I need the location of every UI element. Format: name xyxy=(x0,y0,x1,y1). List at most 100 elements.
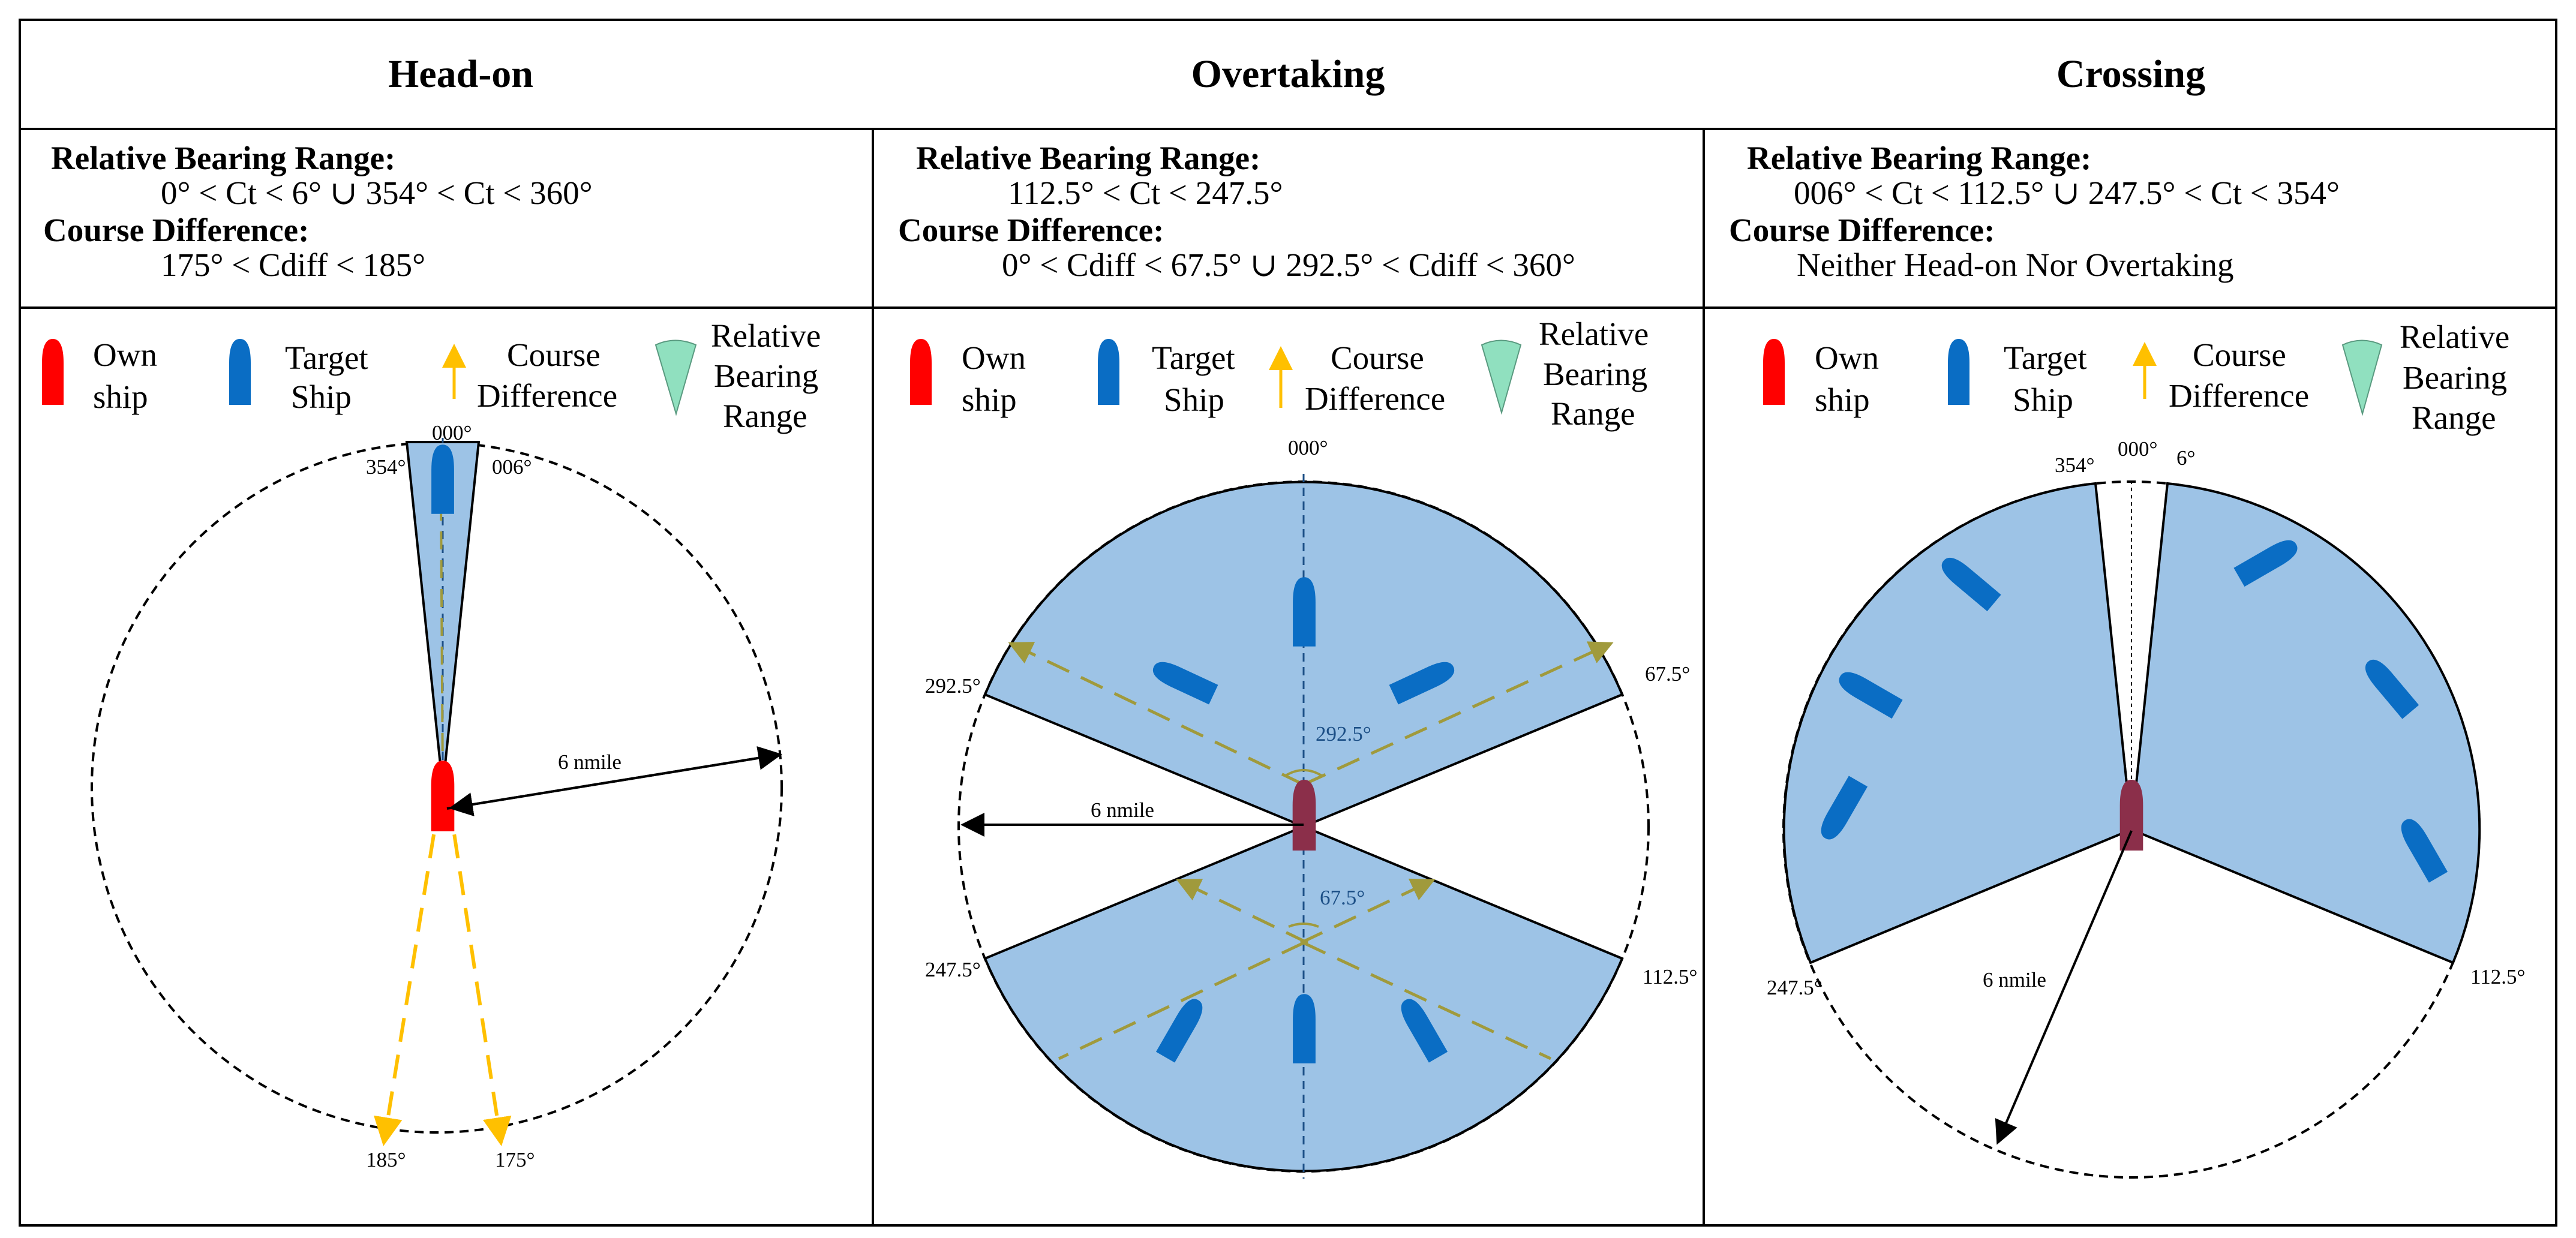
legend-course-line2: Difference xyxy=(477,377,617,414)
legend-target-line1: Target xyxy=(1152,339,1235,376)
tick-1125: 112.5° xyxy=(1643,965,1697,988)
legend-range-line3: Range xyxy=(723,398,807,434)
bearing-sector-right xyxy=(2130,482,2481,964)
legend-target-line2: Ship xyxy=(1164,381,1224,418)
legend-target-line2: Ship xyxy=(2013,381,2073,418)
legend-crossing: Own ship Target Ship Course Difference R… xyxy=(1763,318,2509,436)
target-ship-icon xyxy=(1948,339,1969,405)
legend-head-on: Own ship Target Ship Course Difference R… xyxy=(42,317,821,434)
course-label-head-on: Course Difference: xyxy=(43,212,309,248)
panel-title-overtaking: Overtaking xyxy=(1191,52,1385,96)
legend-target-line2: Ship xyxy=(291,378,352,415)
tick-000: 000° xyxy=(432,421,472,444)
legend-range-line3: Range xyxy=(2412,399,2496,436)
tick-006: 006° xyxy=(492,455,532,479)
radius-label: 6 nmile xyxy=(1983,968,2046,991)
legend-range-line2: Bearing xyxy=(1543,356,1647,392)
legend-range-line2: Bearing xyxy=(2403,359,2507,396)
target-ship-icon xyxy=(229,339,251,405)
legend-own-line1: Own xyxy=(962,339,1026,376)
bearing-range-triangle-icon xyxy=(654,339,697,416)
tick-1125: 112.5° xyxy=(2470,965,2525,988)
legend-own-line2: ship xyxy=(1815,381,1870,418)
bearing-sector-left xyxy=(1782,482,2133,964)
angle-arc-675 xyxy=(1288,923,1319,928)
bearing-value-head-on: 0° < Ct < 6° ∪ 354° < Ct < 360° xyxy=(161,175,593,211)
legend-own-line1: Own xyxy=(93,336,157,373)
tick-2475: 247.5° xyxy=(1767,976,1823,999)
legend-own-line1: Own xyxy=(1815,339,1879,376)
overtaking-diagram: 292.5° 67.5° 6 nmile 000° 292.5° 67.5° 2… xyxy=(925,436,1697,1179)
angle-label-2925: 292.5° xyxy=(1316,722,1371,746)
legend-range-line1: Relative xyxy=(711,317,821,354)
legend-target-line1: Target xyxy=(285,339,368,376)
bearing-range-triangle-icon xyxy=(2341,339,2383,416)
legend-own-line2: ship xyxy=(962,381,1017,418)
tick-675: 67.5° xyxy=(1645,662,1690,686)
legend-overtaking: Own ship Target Ship Course Difference R… xyxy=(910,315,1649,432)
legend-range-line1: Relative xyxy=(1539,315,1649,352)
course-line-tail-right xyxy=(1302,941,1552,1060)
radius-label: 6 nmile xyxy=(1091,798,1154,822)
legend-range-line3: Range xyxy=(1551,395,1635,432)
legend-course-line1: Course xyxy=(1331,339,1424,376)
course-value-crossing: Neither Head-on Nor Overtaking xyxy=(1797,247,2233,283)
legend-range-line1: Relative xyxy=(2400,318,2509,355)
course-value-head-on: 175° < Cdiff < 185° xyxy=(161,247,425,283)
legend-own-line2: ship xyxy=(93,378,148,415)
radius-arrow-back xyxy=(449,753,780,816)
radius-label: 6 nmile xyxy=(558,750,622,774)
course-line-olive xyxy=(440,500,444,780)
angle-label-675: 67.5° xyxy=(1320,886,1365,909)
bearing-range-triangle-icon xyxy=(1481,339,1522,415)
legend-target-line1: Target xyxy=(2004,339,2087,376)
course-line-tail-left xyxy=(1058,941,1305,1060)
panel-title-crossing: Crossing xyxy=(2056,52,2205,96)
bearing-value-overtaking: 112.5° < Ct < 247.5° xyxy=(1008,175,1283,211)
table-border xyxy=(19,19,2557,1227)
tick-175: 175° xyxy=(495,1148,535,1171)
course-line-lower-left xyxy=(1176,879,1309,945)
course-value-overtaking: 0° < Cdiff < 67.5° ∪ 292.5° < Cdiff < 36… xyxy=(1002,247,1575,283)
bearing-label-crossing: Relative Bearing Range: xyxy=(1747,140,2091,176)
target-ship-icon xyxy=(1098,339,1119,405)
target-ship-icon xyxy=(1293,994,1316,1063)
legend-course-line1: Course xyxy=(507,336,601,373)
tick-000: 000° xyxy=(1288,436,1328,459)
own-ship-icon xyxy=(42,339,64,405)
legend-course-line2: Difference xyxy=(2169,377,2309,414)
course-line-675 xyxy=(1302,641,1614,786)
course-line-175 xyxy=(447,797,512,1146)
bearing-label-overtaking: Relative Bearing Range: xyxy=(916,140,1260,176)
legend-course-line2: Difference xyxy=(1305,380,1445,417)
own-ship-icon xyxy=(1763,339,1785,405)
tick-185: 185° xyxy=(366,1148,406,1171)
course-line-lower-right xyxy=(1299,878,1436,945)
own-ship-icon xyxy=(910,339,932,405)
tick-2475: 247.5° xyxy=(925,958,981,981)
angle-arc-2925 xyxy=(1284,769,1323,777)
head-on-diagram: 6 nmile 000° 354° 006° 185° 175° xyxy=(91,421,783,1171)
tick-354: 354° xyxy=(366,455,406,479)
legend-range-line2: Bearing xyxy=(714,357,818,394)
panel-title-head-on: Head-on xyxy=(388,52,533,96)
bearing-value-crossing: 006° < Ct < 112.5° ∪ 247.5° < Ct < 354° xyxy=(1794,175,2340,211)
course-line-2925 xyxy=(1008,642,1305,786)
tick-000: 000° xyxy=(2118,437,2158,461)
radius-arrow xyxy=(1995,830,2133,1145)
target-ship-icon xyxy=(431,444,454,514)
tick-2925: 292.5° xyxy=(925,674,981,698)
tick-354: 354° xyxy=(2055,453,2095,477)
course-label-overtaking: Course Difference: xyxy=(898,212,1164,248)
bearing-label-head-on: Relative Bearing Range: xyxy=(51,140,395,176)
target-ship-icon xyxy=(1293,577,1316,647)
own-ship-icon xyxy=(1292,780,1316,851)
own-ship-icon xyxy=(431,761,455,831)
course-line-185 xyxy=(374,797,442,1146)
course-label-crossing: Course Difference: xyxy=(1729,212,1995,248)
tick-6: 6° xyxy=(2176,446,2196,470)
crossing-diagram: 6 nmile 354° 000° 6° 247.5° 112.5° xyxy=(1767,437,2525,1179)
table-grid xyxy=(19,19,2557,1227)
legend-course-line1: Course xyxy=(2193,336,2286,373)
